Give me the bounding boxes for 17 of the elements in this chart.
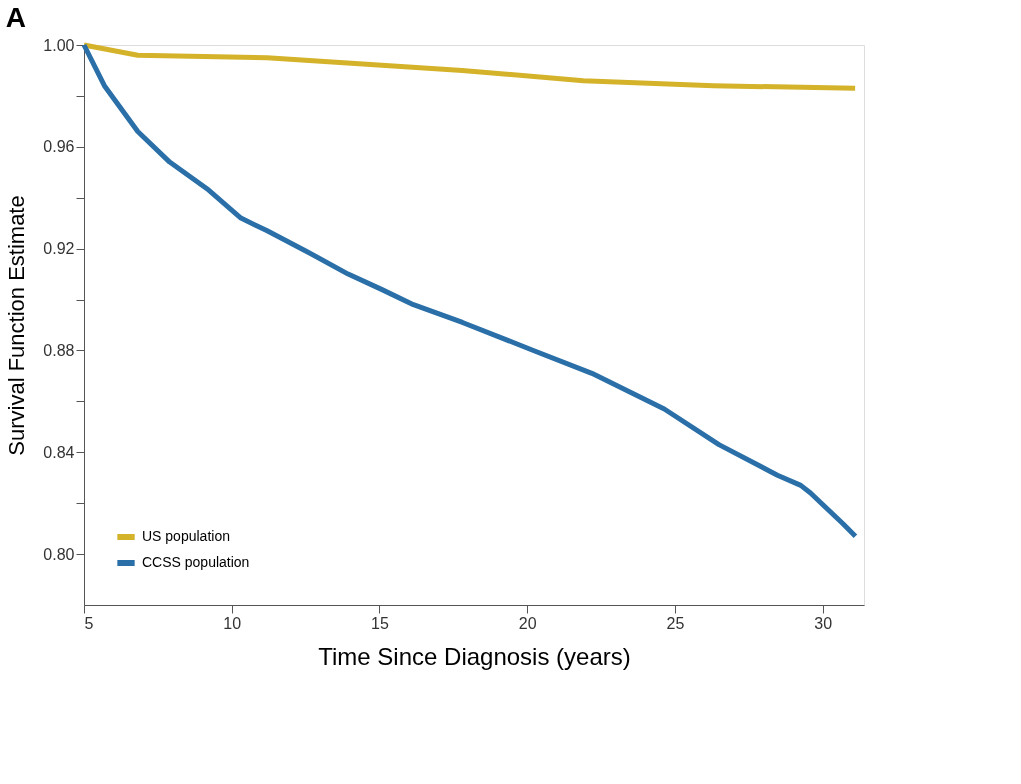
legend-label: US population [142, 528, 230, 544]
x-tick-label: 10 [223, 614, 242, 632]
y-tick-label: 0.84 [43, 443, 75, 461]
y-tick-label: 0.92 [43, 240, 75, 258]
legend-label: CCSS population [142, 554, 250, 570]
x-tick-label: 5 [84, 614, 94, 632]
y-tick-label: 0.96 [43, 138, 75, 156]
x-tick-label: 15 [371, 614, 389, 632]
x-tick-label: 30 [814, 614, 833, 632]
x-axis-title: Time Since Diagnosis (years) [318, 642, 631, 670]
x-tick-label: 25 [666, 614, 685, 632]
y-tick-label: 0.80 [43, 545, 75, 563]
y-tick-label: 1.00 [43, 36, 75, 54]
y-tick-label: 0.88 [43, 341, 75, 359]
chart-title: A [5, 2, 27, 33]
x-tick-label: 20 [518, 614, 537, 632]
y-axis-title: Survival Function Estimate [4, 195, 30, 456]
